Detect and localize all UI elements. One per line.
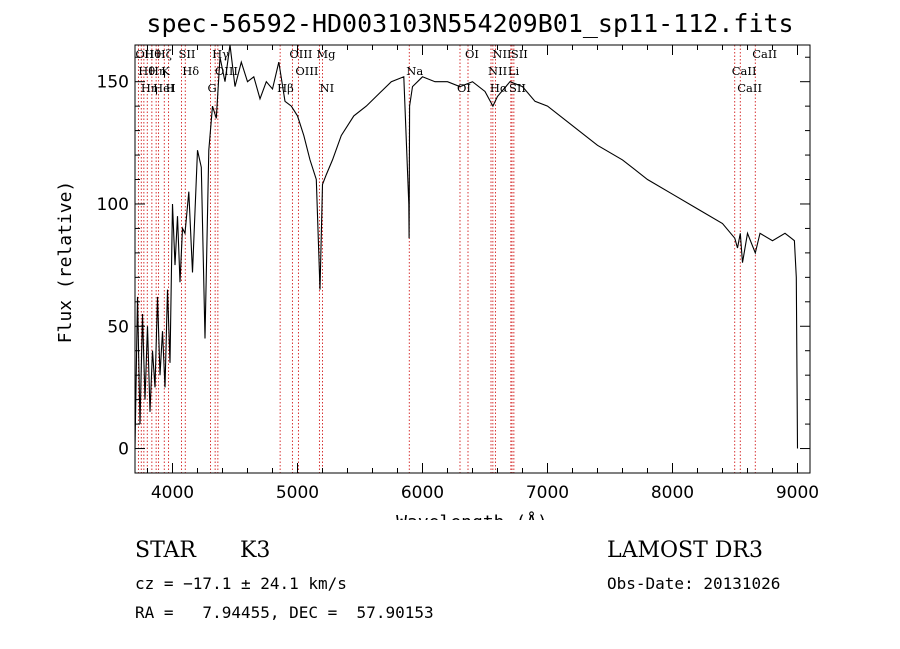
spectrum-chart: spec-56592-HD003103N554209B01_sp11-112.f… <box>55 9 819 520</box>
line-label: Li <box>508 64 520 78</box>
x-tick-label: 5000 <box>276 483 319 503</box>
line-label: Hθ <box>138 64 155 78</box>
line-label: Hη <box>149 64 166 78</box>
line-label: Hθ <box>144 47 161 61</box>
x-axis-label: Wavelength (Å) <box>396 511 548 520</box>
plot-frame <box>134 44 811 474</box>
redshift-cz: cz = −17.1 ± 24.1 km/s <box>135 574 347 593</box>
line-label: HeI <box>153 81 174 95</box>
line-label: OIII <box>295 64 318 78</box>
y-tick-label: 100 <box>97 195 129 215</box>
axis-ticks: 4000 5000 6000 7000 8000 9000 0 50 100 150 <box>97 45 819 503</box>
object-type: STAR <box>135 538 196 563</box>
line-label: OII <box>135 47 154 61</box>
line-label: Hβ <box>277 81 294 95</box>
x-tick-label: 8000 <box>651 483 694 503</box>
line-label: SII <box>179 47 196 61</box>
line-label: NI <box>320 81 335 95</box>
y-tick-label: 0 <box>118 440 129 460</box>
chart-title: spec-56592-HD003103N554209B01_sp11-112.f… <box>146 9 793 38</box>
spectrum-series-line <box>134 44 799 449</box>
line-label: CaII <box>732 64 757 78</box>
y-tick-label: 150 <box>97 73 129 93</box>
line-label: Hη <box>141 81 158 95</box>
line-label: SII <box>511 47 528 61</box>
x-tick-label: 4000 <box>151 483 194 503</box>
line-label: Hζ <box>156 47 172 61</box>
line-label: G <box>208 81 217 95</box>
x-tick-label: 6000 <box>401 483 444 503</box>
emission-line-labels: OIIHθHηHθHηHeIHζKHSIIHδGHγOIIIHβOIIIOIII… <box>135 47 777 95</box>
coordinates: RA = 7.94455, DEC = 57.90153 <box>135 603 434 622</box>
line-label: OI <box>465 47 479 61</box>
line-label: H <box>166 81 176 95</box>
y-axis-label: Flux (relative) <box>55 181 76 344</box>
line-label: NII <box>488 64 507 78</box>
observation-date: Obs-Date: 20131026 <box>607 574 781 593</box>
line-label: SII <box>509 81 526 95</box>
line-label: OIII <box>289 47 312 61</box>
line-label: CaII <box>737 81 762 95</box>
line-label: Hα <box>490 81 508 95</box>
line-label: CaII <box>752 47 777 61</box>
x-tick-label: 9000 <box>776 483 819 503</box>
line-label: K <box>161 64 170 78</box>
line-label: Mg <box>316 47 336 61</box>
line-label: OI <box>457 81 471 95</box>
y-tick-label: 50 <box>107 317 129 337</box>
line-label: NII <box>492 47 511 61</box>
spectral-subclass: K3 <box>240 538 271 563</box>
line-label: Hγ <box>212 47 229 61</box>
line-label: Na <box>406 64 423 78</box>
line-label: Hδ <box>182 64 199 78</box>
survey-name: LAMOST DR3 <box>607 538 763 563</box>
x-tick-label: 7000 <box>526 483 569 503</box>
emission-line-markers <box>137 45 756 473</box>
